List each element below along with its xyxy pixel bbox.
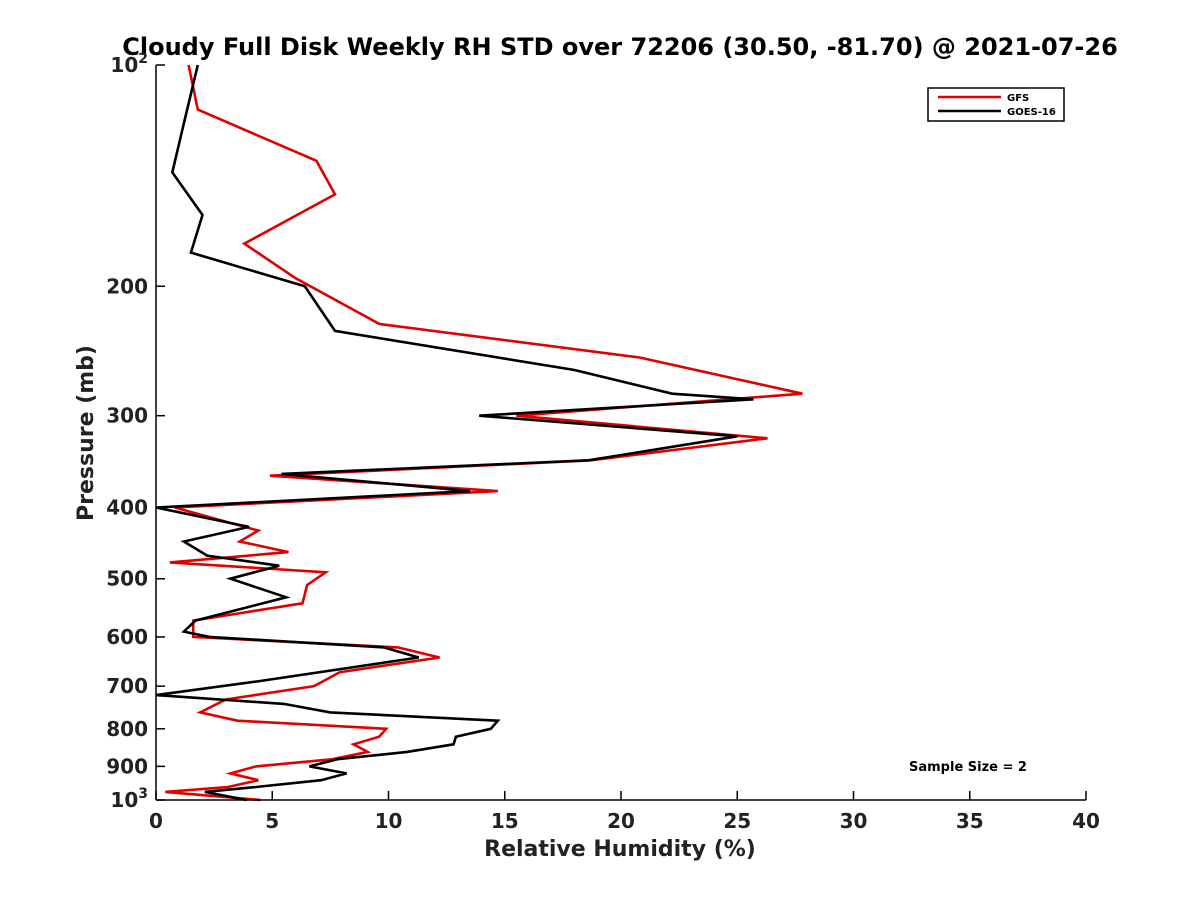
x-tick-label: 15 bbox=[491, 809, 519, 833]
y-axis-label: Pressure (mb) bbox=[74, 345, 99, 521]
y-tick-label: 800 bbox=[106, 717, 148, 741]
y-tick-label: 600 bbox=[106, 625, 148, 649]
y-tick-label: 103 bbox=[110, 786, 148, 812]
series-line-goes-16 bbox=[155, 64, 754, 802]
series-lines bbox=[155, 64, 803, 802]
x-tick-label: 40 bbox=[1072, 809, 1100, 833]
x-axis-ticks: 0 5 10 15 20 25 30 35 40 bbox=[149, 791, 1100, 833]
y-tick-label: 400 bbox=[106, 496, 148, 520]
y-tick-label: 300 bbox=[106, 404, 148, 428]
x-tick-label: 35 bbox=[956, 809, 984, 833]
y-tick-label: 700 bbox=[106, 674, 148, 698]
legend-box bbox=[927, 87, 1065, 122]
legend: GFS GOES-16 bbox=[927, 87, 1065, 122]
y-tick-label: 900 bbox=[106, 754, 148, 778]
legend-label-goes-16: GOES-16 bbox=[1007, 107, 1056, 118]
y-tick-label: 102 bbox=[110, 51, 148, 77]
x-tick-label: 25 bbox=[723, 809, 751, 833]
sample-size-annotation: Sample Size = 2 bbox=[909, 760, 1027, 775]
series-line-gfs bbox=[165, 64, 803, 802]
plot-area: 0 5 10 15 20 25 30 35 40 102 200 300 400 500 600 700 80… bbox=[106, 51, 1100, 833]
x-tick-label: 5 bbox=[265, 809, 279, 833]
x-axis-label: Relative Humidity (%) bbox=[484, 837, 756, 862]
y-tick-label: 200 bbox=[106, 274, 148, 298]
y-axis-ticks: 102 200 300 400 500 600 700 800 900 103 bbox=[106, 51, 165, 812]
x-tick-label: 30 bbox=[840, 809, 868, 833]
y-tick-label: 500 bbox=[106, 567, 148, 591]
x-tick-label: 10 bbox=[375, 809, 403, 833]
legend-label-gfs: GFS bbox=[1007, 93, 1029, 104]
x-tick-label: 20 bbox=[607, 809, 635, 833]
chart-title: Cloudy Full Disk Weekly RH STD over 7220… bbox=[122, 33, 1118, 61]
x-tick-label: 0 bbox=[149, 809, 163, 833]
